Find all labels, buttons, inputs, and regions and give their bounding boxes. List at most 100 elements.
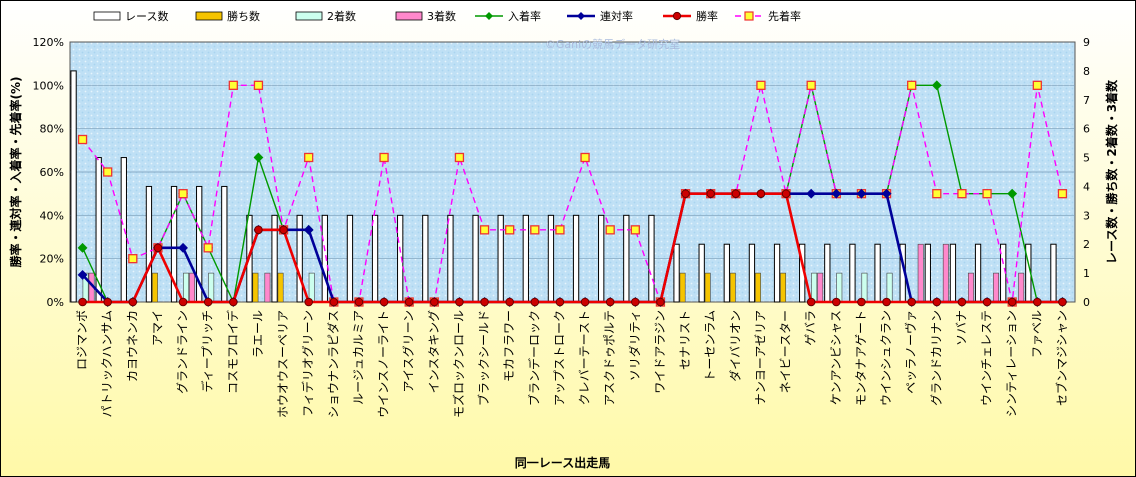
x-tick-label: ゲバラ	[804, 310, 818, 346]
win-rate-point	[430, 297, 439, 307]
legend-swatch	[295, 11, 323, 21]
finish-ahead-rate-point	[103, 167, 113, 177]
bar-races	[346, 214, 354, 303]
y-right-tick-label: 8	[1083, 65, 1090, 78]
quinella-rate-point	[77, 269, 88, 280]
bar-races	[1050, 243, 1057, 303]
bar-wins	[151, 272, 158, 303]
x-tick-label: アイスグリーン	[402, 310, 416, 392]
quinella-rate-point	[856, 188, 867, 199]
bar-races	[170, 185, 178, 303]
quinella-rate-point	[178, 242, 188, 253]
x-tick-label: ブランデーロック	[526, 310, 541, 406]
win-rate-point	[907, 297, 916, 307]
finish-ahead-rate-point	[806, 80, 816, 90]
legend-item: 入着率	[475, 9, 541, 23]
bar-wins	[729, 272, 736, 303]
legend-label: レース数	[125, 10, 168, 23]
finish-ahead-rate-point	[1032, 80, 1042, 90]
legend-item: 連対率	[567, 9, 633, 23]
quinella-rate-point	[831, 188, 842, 199]
bar-races	[271, 214, 278, 303]
quinella-rate-point	[881, 188, 892, 199]
bar-races	[849, 243, 856, 303]
x-tick-label: シンティレーション	[1005, 310, 1019, 417]
y-left-tick-label: 80%	[40, 123, 64, 136]
win-rate-point	[254, 225, 263, 235]
win-rate-point	[1058, 297, 1067, 307]
win-rate-point	[756, 189, 766, 198]
finish-ahead-rate-point	[530, 225, 540, 235]
win-rate-point	[78, 297, 87, 307]
win-rate-point	[706, 189, 715, 198]
legend-item: 先着率	[735, 9, 801, 23]
x-tick-label: ソリダリティ	[627, 310, 642, 381]
bar-wins	[679, 272, 686, 303]
bar-wins	[704, 272, 711, 303]
finish-ahead-rate-point	[1057, 189, 1068, 199]
win-rate-point	[957, 297, 967, 307]
bar-races	[673, 243, 680, 303]
x-tick-label: アップストローク	[552, 310, 566, 406]
bar-races	[221, 185, 228, 303]
place-rate-point	[931, 80, 942, 91]
x-tick-label: セブンマジシャン	[1054, 310, 1069, 406]
y-right-tick-label: 3	[1083, 209, 1090, 222]
finish-ahead-rate-point	[77, 134, 88, 145]
x-tick-label: グランドカリナン	[929, 310, 943, 406]
win-rate-point	[605, 297, 615, 307]
quinella-rate-point	[806, 188, 817, 199]
bar-seconds	[183, 272, 190, 303]
bar-seconds	[836, 272, 843, 303]
legend-swatch	[195, 11, 223, 21]
win-rate-point	[153, 243, 163, 253]
x-tick-label: コスモフロイデ	[225, 310, 240, 394]
legend-label: 勝ち数	[227, 9, 260, 23]
bar-wins	[754, 272, 761, 303]
y-left-tick-label: 60%	[40, 166, 64, 179]
bar-races	[974, 243, 982, 303]
legend-marker	[672, 11, 682, 21]
x-tick-label: ウインシュクラン	[879, 310, 893, 406]
win-rate-point	[982, 297, 992, 307]
finish-ahead-rate-point	[605, 225, 615, 235]
finish-ahead-rate-point	[580, 152, 590, 163]
bar-thirds	[264, 272, 271, 303]
win-rate-point	[203, 297, 213, 307]
legend-label: 勝率	[696, 9, 718, 23]
bar-races	[296, 214, 303, 303]
win-rate-point	[103, 297, 112, 307]
x-tick-label: ペッラノーヴァ	[903, 310, 918, 394]
bar-races	[447, 214, 454, 303]
y-right-tick-label: 6	[1083, 123, 1090, 136]
x-tick-label: ケンアンビシャス	[829, 310, 843, 405]
legend-marker	[577, 12, 585, 20]
legend-item: 3着数	[395, 9, 456, 23]
bar-seconds	[208, 272, 215, 303]
legend-swatch	[93, 11, 121, 21]
legend-marker	[485, 12, 493, 20]
bar-thirds	[1018, 272, 1025, 303]
x-tick-label: アスクドゥポルテ	[603, 310, 617, 406]
watermark-text: ©Ganiの競馬データ研究室	[545, 37, 680, 51]
x-axis-title: 同一レース出走馬	[515, 455, 610, 470]
bar-races	[95, 157, 102, 303]
legend-marker	[744, 11, 754, 21]
bar-races	[572, 214, 580, 303]
win-rate-point	[857, 297, 866, 307]
bar-thirds	[817, 272, 824, 303]
x-tick-label: パトリックハンサム	[100, 310, 114, 418]
win-rate-point	[304, 297, 313, 307]
finish-ahead-rate-point	[203, 243, 213, 253]
win-rate-point	[379, 297, 389, 307]
bar-seconds	[886, 272, 893, 303]
bar-races	[522, 214, 529, 303]
win-rate-point	[530, 297, 540, 307]
finish-ahead-rate-point	[957, 189, 967, 199]
legend-item: レース数	[93, 10, 168, 23]
win-rate-point	[806, 297, 816, 307]
win-rate-point	[555, 297, 565, 307]
x-tick-label: クレバーテースト	[578, 310, 592, 405]
y-left-tick-label: 20%	[40, 253, 64, 266]
